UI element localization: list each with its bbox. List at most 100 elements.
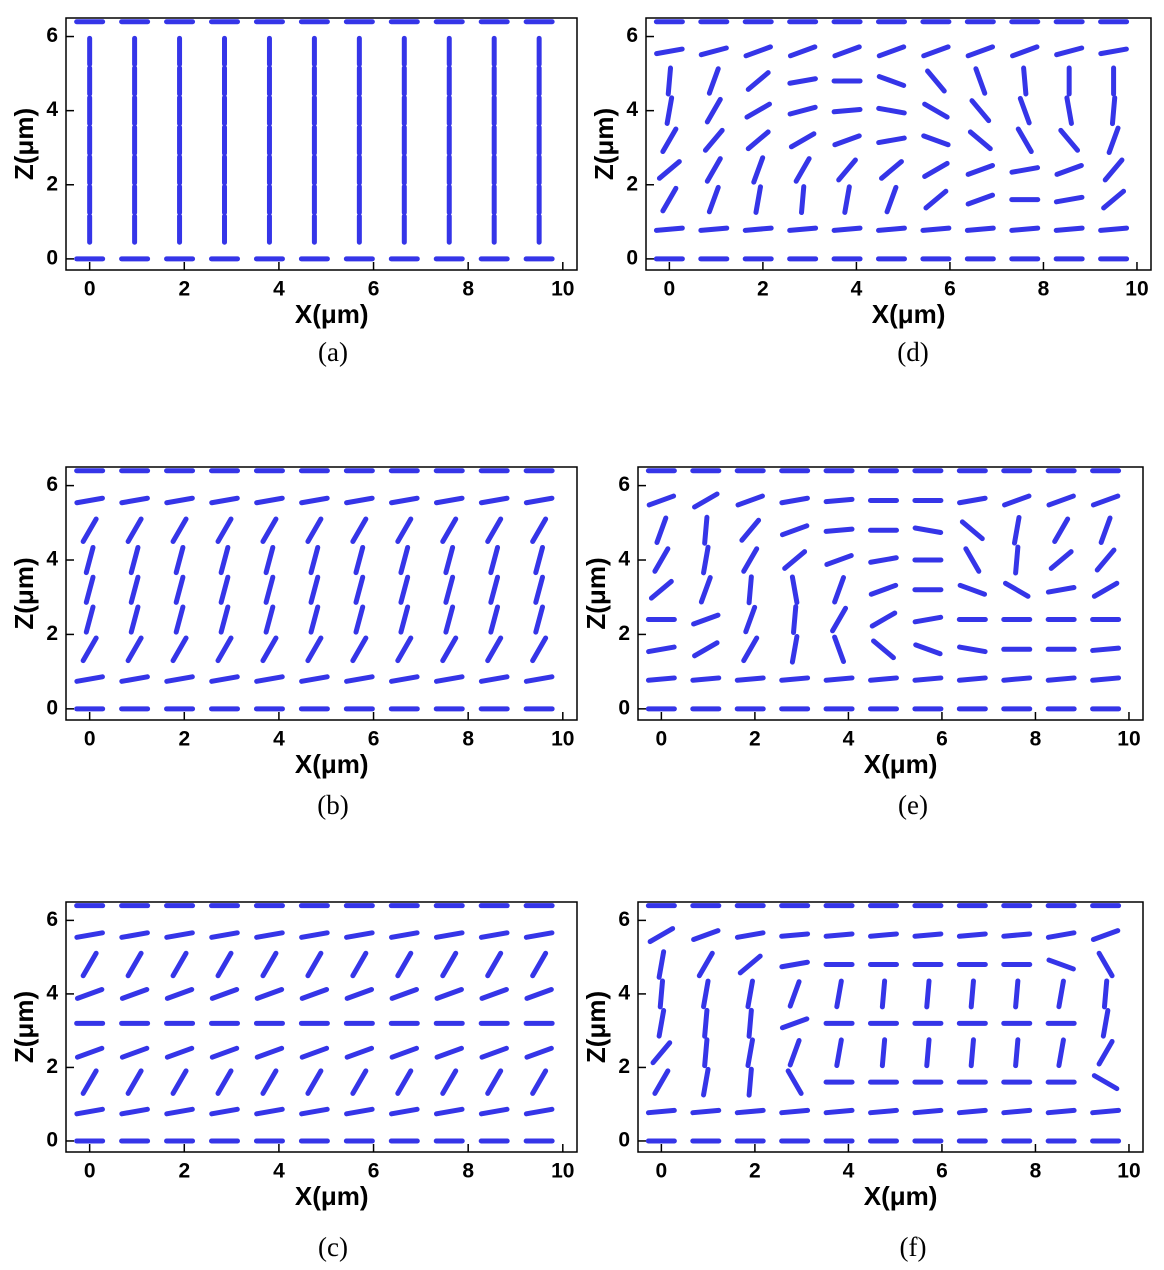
x-tick-label: 2 <box>757 278 769 301</box>
director-dash <box>660 185 679 214</box>
director-dash <box>443 574 456 605</box>
x-axis-label: X(μm) <box>864 1181 938 1211</box>
director-dash <box>868 931 899 939</box>
director-dash <box>876 225 907 233</box>
director-dash <box>74 495 105 506</box>
director-dash <box>823 675 855 683</box>
director-dash <box>395 1068 414 1096</box>
director-dash <box>254 674 285 684</box>
director-dash <box>344 986 375 1001</box>
y-tick-label: 4 <box>618 548 630 571</box>
director-dash <box>702 1007 710 1039</box>
director-dash <box>868 1107 899 1116</box>
director-dash <box>215 1068 234 1096</box>
director-dash <box>879 159 904 181</box>
director-dash <box>650 1040 673 1066</box>
director-dash <box>80 950 99 979</box>
director-dash <box>657 978 666 1010</box>
director-dash <box>654 46 685 57</box>
director-dash <box>1053 225 1085 233</box>
director-dash <box>1054 162 1084 177</box>
director-dash <box>779 959 810 970</box>
director-dash <box>305 635 324 664</box>
director-dash <box>434 986 464 1001</box>
director-dash <box>1013 978 1021 1010</box>
director-dash <box>789 634 800 665</box>
director-dash <box>753 184 763 215</box>
director-dash <box>299 1106 330 1117</box>
director-dash <box>395 950 414 979</box>
director-dash <box>706 184 721 215</box>
director-dash <box>125 516 144 545</box>
director-dash <box>664 95 675 126</box>
x-tick-label: 8 <box>1038 278 1050 301</box>
director-dash <box>734 1107 766 1116</box>
director-dash <box>648 578 674 601</box>
director-dash <box>398 604 411 635</box>
director-dash <box>746 574 754 606</box>
director-dash <box>965 192 996 207</box>
director-dash <box>389 986 420 1001</box>
director-dash <box>921 44 951 59</box>
director-dash <box>128 604 141 635</box>
director-dash <box>868 582 899 597</box>
director-dash <box>308 604 321 635</box>
director-dash <box>912 614 944 625</box>
director-dash <box>1054 45 1085 58</box>
director-dash <box>344 1045 375 1060</box>
director-dash <box>1096 950 1115 979</box>
director-dash <box>1091 1073 1120 1092</box>
director-dash <box>656 949 667 980</box>
director-dash <box>691 928 721 943</box>
director-dash <box>698 575 713 605</box>
director-dash <box>353 544 366 576</box>
plot-frame <box>65 466 578 721</box>
y-tick-label: 0 <box>618 1129 630 1152</box>
director-dash <box>956 931 988 939</box>
director-dash <box>74 986 105 1001</box>
director-dash <box>125 1068 144 1096</box>
director-dash <box>701 544 711 576</box>
director-dash <box>443 604 456 635</box>
y-axis-label: Z(μm) <box>9 557 39 629</box>
director-dash <box>299 930 330 940</box>
director-dash <box>646 644 677 655</box>
director-dash <box>389 1045 420 1060</box>
director-dash <box>735 493 765 508</box>
director-dash <box>832 634 847 665</box>
director-dash <box>1046 493 1076 508</box>
x-tick-label: 6 <box>368 278 380 301</box>
caption: (c) <box>318 1232 348 1262</box>
director-dash <box>344 1106 375 1117</box>
director-dash <box>921 133 951 148</box>
director-dash <box>922 160 950 179</box>
director-dash <box>478 930 510 940</box>
director-dash <box>741 635 760 664</box>
x-tick-label: 2 <box>749 728 761 751</box>
director-dash <box>1046 957 1076 972</box>
director-dash <box>823 496 855 505</box>
director-dash <box>485 516 504 545</box>
y-axis-label: Z(μm) <box>589 108 619 180</box>
director-dash <box>1045 930 1077 940</box>
director-dash <box>869 610 898 629</box>
director-dash <box>433 674 465 684</box>
director-dash <box>925 68 947 94</box>
director-dash <box>652 1068 671 1096</box>
director-dash <box>746 1066 754 1098</box>
director-dash <box>912 675 944 683</box>
director-dash <box>788 131 817 150</box>
director-dash <box>1109 95 1118 127</box>
y-tick-label: 6 <box>46 908 58 931</box>
x-tick-label: 0 <box>84 728 96 751</box>
director-dash <box>665 65 674 97</box>
director-dash <box>80 635 99 664</box>
director-dash <box>702 514 710 546</box>
director-dash <box>787 76 818 86</box>
director-dash <box>1013 1037 1021 1069</box>
director-dash <box>263 574 276 605</box>
director-dash <box>533 544 546 576</box>
director-dash <box>1090 928 1121 943</box>
director-dash <box>692 491 720 510</box>
